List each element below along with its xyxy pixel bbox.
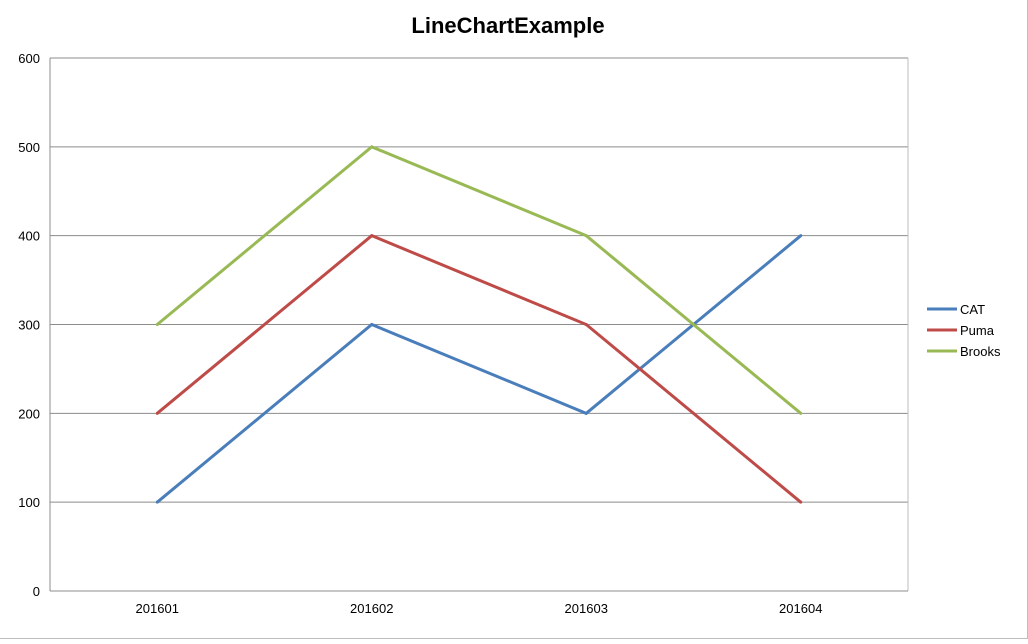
y-tick-label: 200: [18, 406, 40, 421]
gridlines: [50, 57, 908, 592]
data-point-puma: [155, 411, 159, 415]
x-tick-label: 201601: [136, 601, 179, 616]
y-tick-label: 500: [18, 140, 40, 155]
legend-label: CAT: [960, 302, 985, 317]
legend-item-brooks: Brooks: [927, 344, 1001, 359]
y-tick-label: 300: [18, 318, 40, 333]
legend-label: Brooks: [960, 344, 1001, 359]
legend-item-cat: CAT: [927, 302, 985, 317]
y-tick-label: 100: [18, 495, 40, 510]
chart-title: LineChartExample: [411, 13, 604, 38]
series-lines: [155, 145, 803, 504]
data-point-puma: [799, 500, 803, 504]
data-point-brooks: [370, 145, 374, 149]
data-point-puma: [370, 234, 374, 238]
data-point-puma: [584, 323, 588, 326]
data-point-brooks: [155, 323, 159, 326]
data-point-cat: [370, 323, 374, 326]
series-line-cat: [156, 234, 802, 504]
axes: [49, 58, 909, 592]
legend: CAT Puma Brooks: [927, 302, 1001, 359]
y-tick-label: 600: [18, 51, 40, 66]
data-point-brooks: [799, 411, 803, 415]
y-axis-tick-labels: 0 100 200 300 400 500 600: [18, 51, 40, 599]
series-line-brooks: [156, 145, 802, 415]
data-point-cat: [155, 500, 159, 504]
legend-item-puma: Puma: [927, 323, 995, 338]
x-tick-label: 201602: [350, 601, 393, 616]
y-tick-label: 400: [18, 229, 40, 244]
series-line-puma: [156, 233, 802, 504]
data-point-cat: [584, 411, 588, 415]
data-point-cat: [799, 234, 803, 238]
y-tick-label: 0: [33, 584, 40, 599]
legend-label: Puma: [960, 323, 995, 338]
x-tick-label: 201603: [565, 601, 608, 616]
data-point-brooks: [584, 234, 588, 238]
x-tick-label: 201604: [779, 601, 822, 616]
x-axis-tick-labels: 201601 201602 201603 201604: [136, 601, 823, 616]
